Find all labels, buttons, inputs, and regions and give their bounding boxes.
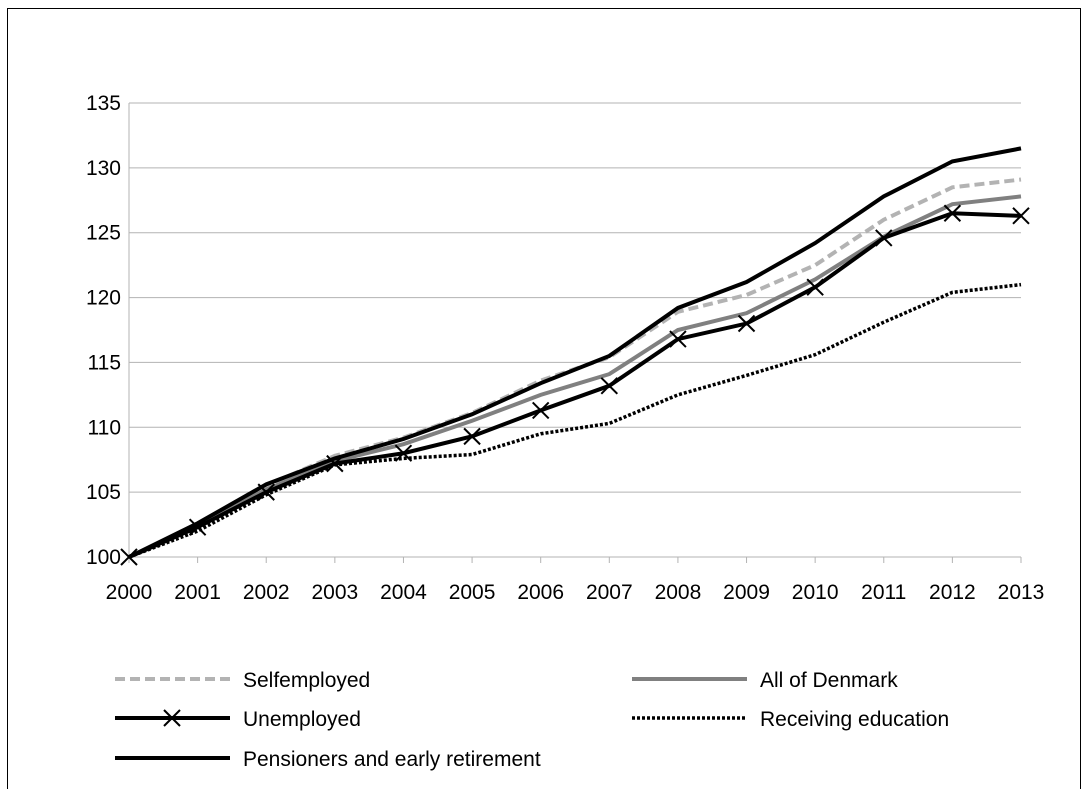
x-marker: [669, 330, 687, 348]
series-line: [128, 211, 1022, 559]
legend-item-receiving-education: Receiving education: [632, 708, 949, 731]
x-tick-label: 2000: [106, 581, 153, 604]
series-line: [128, 282, 1022, 559]
y-tick-label: 100: [86, 546, 121, 569]
x-tick-label: 2007: [586, 581, 633, 604]
y-tick-label: 115: [88, 351, 121, 374]
x-tick-label: 2011: [861, 581, 906, 604]
x-tick-label: 2009: [723, 581, 770, 604]
x-tick-label: 2004: [380, 581, 427, 604]
legend-item-pensioners-and-early-retirement: Pensioners and early retirement: [115, 748, 541, 771]
x-tick-label: 2012: [929, 581, 976, 604]
chart-title: 2000–2013: [0, 0, 1082, 8]
x-marker: [806, 278, 824, 296]
legend: Selfemployed All of Denmark Unemployed Rece…: [115, 669, 949, 771]
x-marker: [394, 444, 413, 462]
series-lines: [120, 146, 1030, 566]
legend-label: Pensioners and early retirement: [243, 748, 541, 771]
legend-item-unemployed: Unemployed: [115, 708, 361, 731]
y-tick-label: 110: [88, 416, 121, 439]
y-tick-label: 130: [86, 157, 121, 180]
x-marker: [1012, 207, 1030, 225]
y-tick-label: 125: [86, 222, 121, 245]
x-marker: [943, 204, 962, 222]
series-line: [128, 194, 1022, 559]
x-tick-label: 2013: [998, 581, 1045, 604]
x-marker: [531, 401, 550, 420]
y-axis-ticks: 100 105 110 115 120 125 130 135: [86, 92, 121, 569]
series-receiving-education: [128, 282, 1022, 559]
gridlines: [128, 102, 1021, 558]
x-tick-label: 2003: [311, 581, 358, 604]
legend-label: Unemployed: [243, 708, 361, 731]
series-pensioners-and-early-retirement: [128, 146, 1022, 559]
x-tick-label: 2002: [243, 581, 290, 604]
y-tick-label: 135: [86, 92, 121, 115]
x-marker: [463, 427, 481, 446]
legend-label: Selfemployed: [243, 669, 370, 692]
y-tick-label: 105: [86, 481, 121, 504]
legend-label: Receiving education: [760, 708, 949, 731]
y-tick-label: 120: [86, 287, 121, 310]
x-tick-label: 2010: [792, 581, 839, 604]
series-line: [128, 146, 1022, 559]
series-all-of-denmark: [128, 194, 1022, 559]
x-marker: [737, 314, 756, 333]
x-marker: [257, 483, 275, 501]
x-tick-label: 2006: [517, 581, 564, 604]
chart-frame: [7, 8, 1081, 789]
legend-item-selfemployed: Selfemployed: [115, 669, 370, 692]
x-marker: [163, 709, 181, 727]
legend-item-all-of-denmark: All of Denmark: [632, 669, 898, 692]
x-marker: [875, 229, 893, 247]
x-axis-ticks: 2000 2001 2002 2003 2004 2005 2006 2007 2008 2009…: [106, 557, 1045, 604]
x-marker: [600, 377, 619, 395]
x-tick-label: 2001: [174, 581, 221, 604]
x-tick-label: 2008: [655, 581, 702, 604]
x-tick-label: 2005: [449, 581, 496, 604]
legend-label: All of Denmark: [760, 669, 898, 692]
